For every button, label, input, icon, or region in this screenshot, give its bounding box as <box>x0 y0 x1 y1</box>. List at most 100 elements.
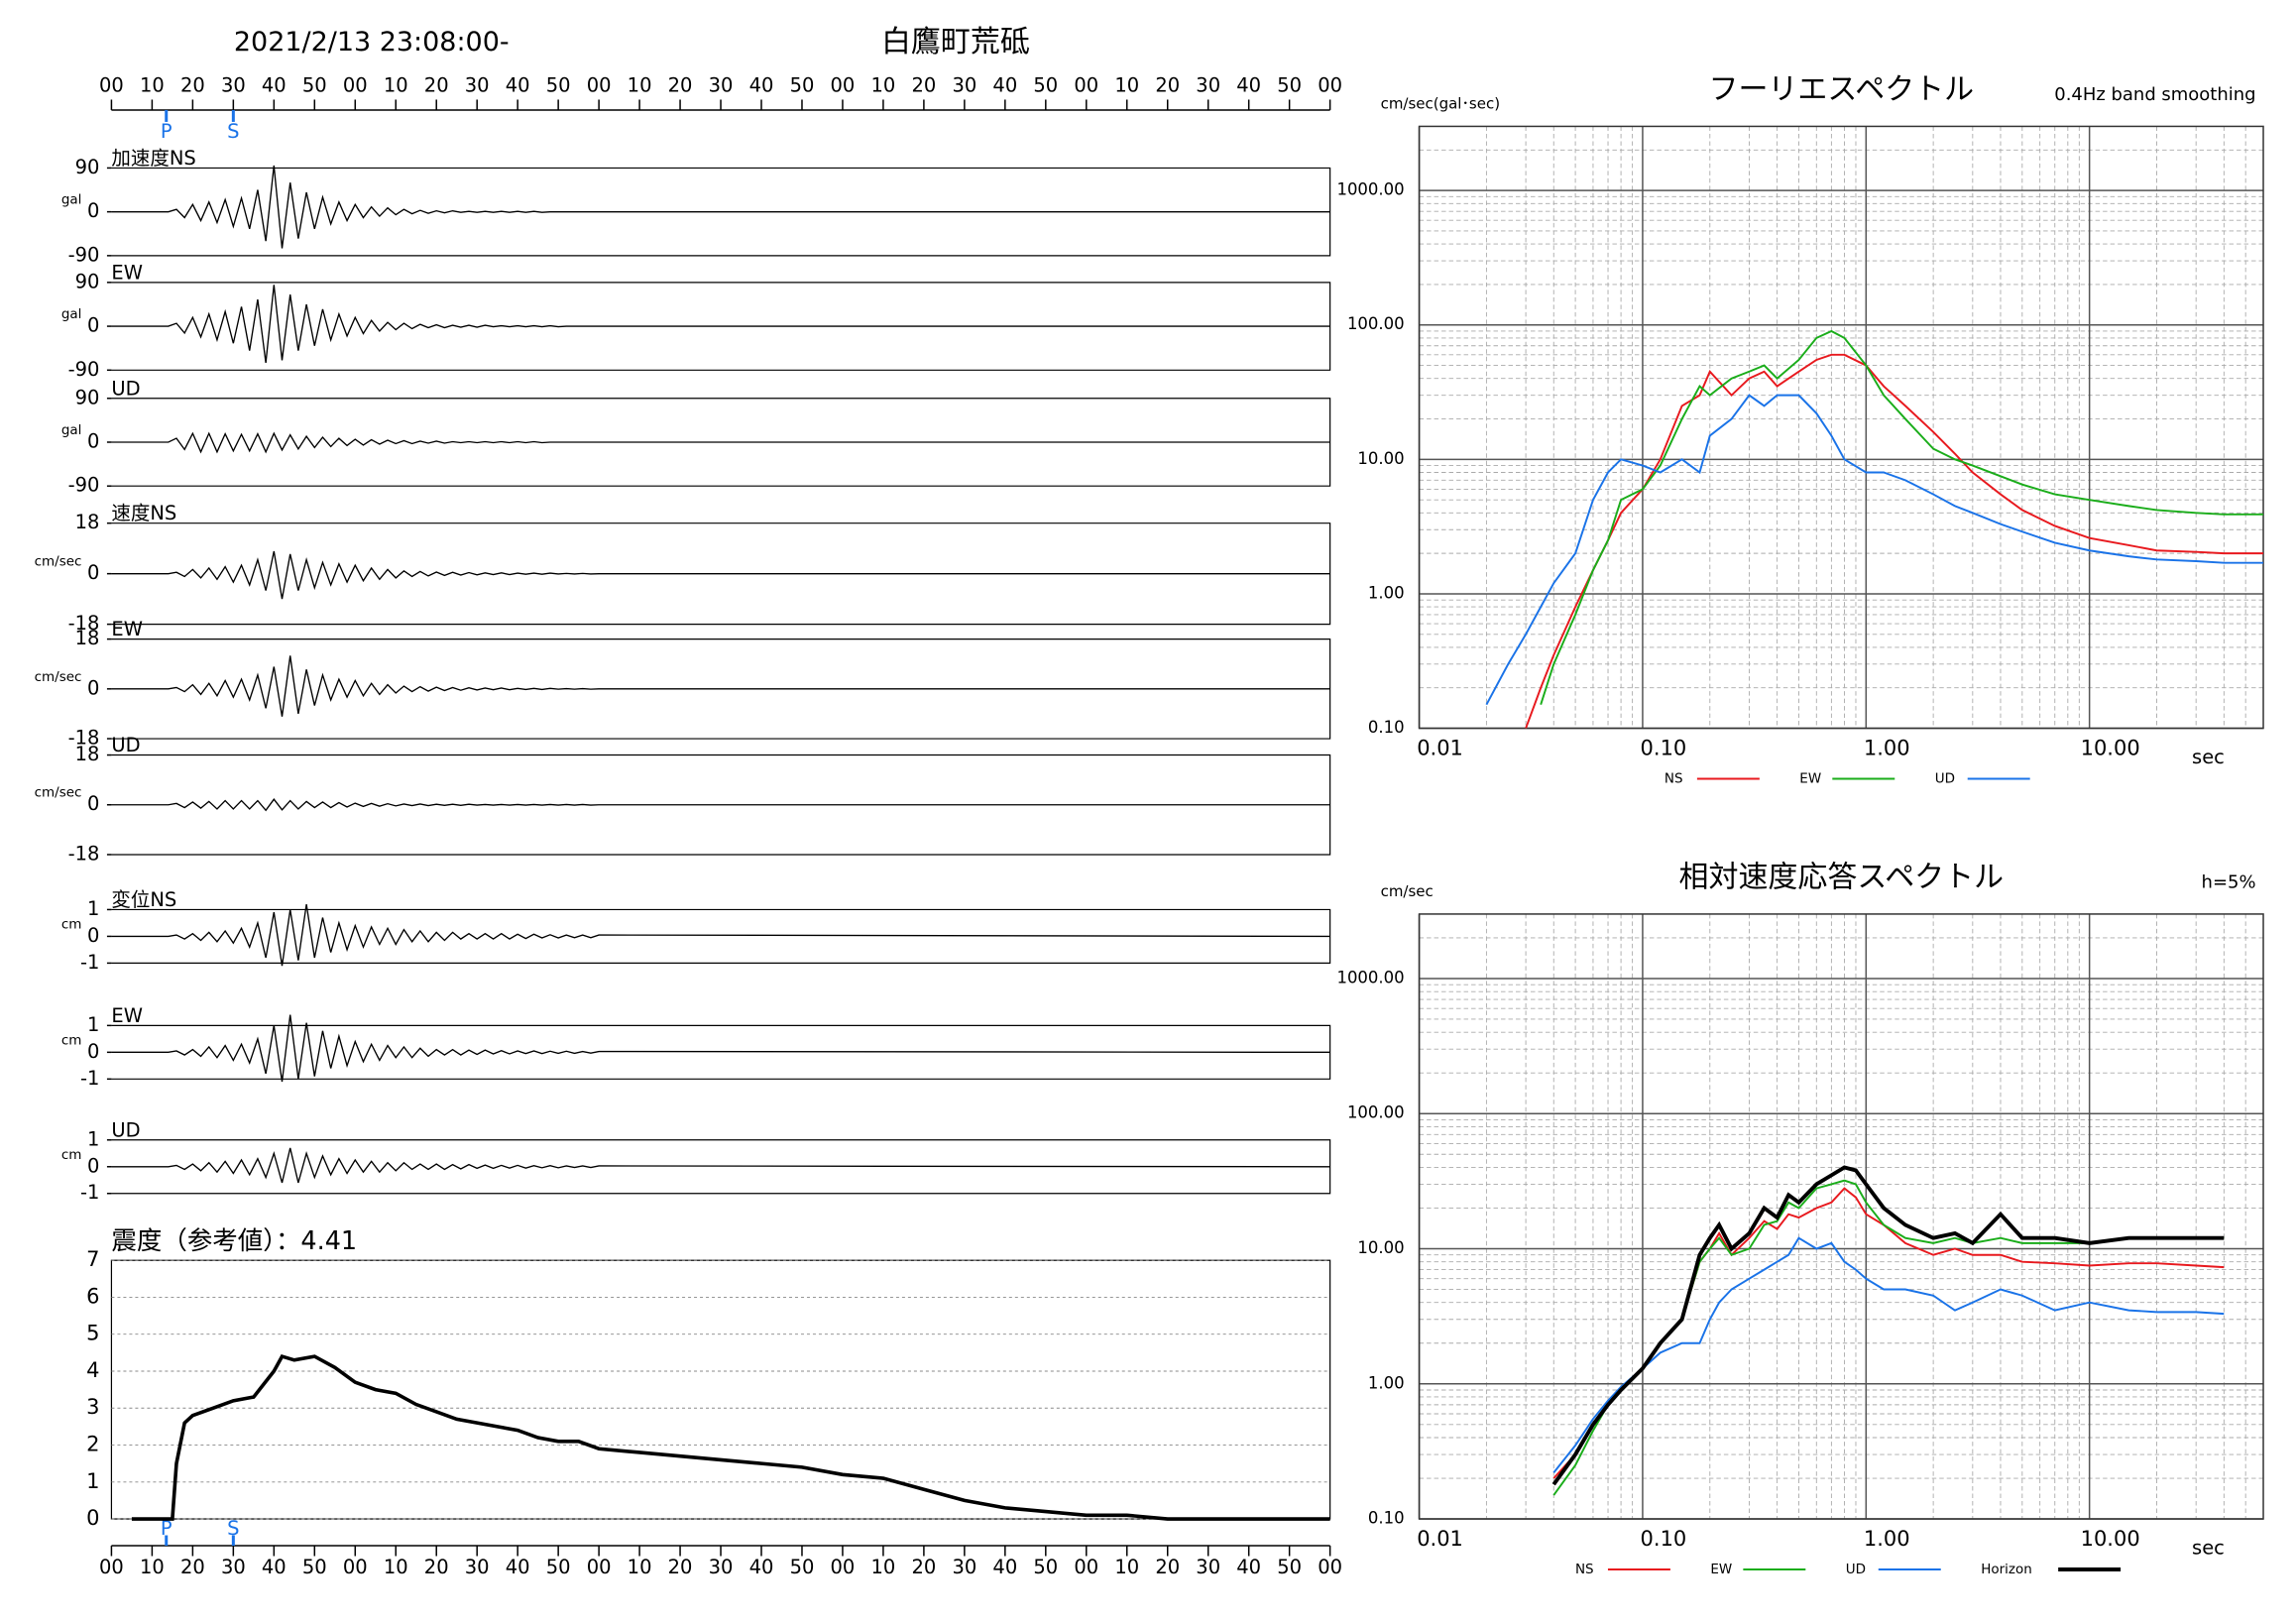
x-tick-label: 20 <box>668 1556 693 1578</box>
x-tick-label: 30 <box>1196 73 1220 96</box>
x-tick-label: 0.01 <box>1417 737 1463 760</box>
y-tick-label: 0 <box>87 314 99 337</box>
chart-title: フーリエスペクトル <box>1708 72 1974 107</box>
y-tick-label: 0 <box>87 792 99 815</box>
x-tick-label: 10 <box>628 73 652 96</box>
x-tick-label: 40 <box>749 73 774 96</box>
x-tick-label: 1.00 <box>1864 1527 1910 1551</box>
x-tick-label: 1.00 <box>1864 737 1910 760</box>
x-tick-label: 40 <box>262 1556 287 1578</box>
x-tick-label: 00 <box>1318 73 1342 96</box>
intensity-line <box>131 1353 1330 1521</box>
y-tick-label: 18 <box>75 627 100 649</box>
x-tick-label: 00 <box>99 1556 124 1578</box>
x-tick-label: 00 <box>1074 73 1098 96</box>
x-tick-label: 10 <box>1114 73 1139 96</box>
plot-frame <box>1418 125 2264 730</box>
y-tick-label: 0 <box>87 1040 99 1063</box>
phase-label: P <box>161 1517 172 1540</box>
x-tick-label: 30 <box>465 73 490 96</box>
y-tick-label: 1.00 <box>1368 583 1405 602</box>
x-tick-label: 20 <box>1155 73 1180 96</box>
panel-title: 速度NS <box>111 502 176 524</box>
x-tick-label: 40 <box>1236 1556 1261 1578</box>
phase-label: S <box>227 120 239 143</box>
plot-frame <box>110 1259 1331 1520</box>
x-tick-label: 10 <box>628 1556 652 1578</box>
x-tick-label: 00 <box>99 73 124 96</box>
x-tick-label: 30 <box>709 1556 734 1578</box>
x-tick-label: 50 <box>1277 73 1302 96</box>
legend-label: EW <box>1799 771 1821 787</box>
x-tick-label: 10 <box>384 73 408 96</box>
spectrum-line <box>1552 1179 2225 1496</box>
x-tick-label: 50 <box>302 1556 327 1578</box>
y-tick-label: -1 <box>80 1067 99 1090</box>
x-tick-label: 50 <box>546 1556 571 1578</box>
unit-label: cm <box>61 1032 82 1048</box>
x-tick-label: 50 <box>790 1556 815 1578</box>
y-tick-label: 1000.00 <box>1336 180 1404 199</box>
x-tick-label: 10 <box>140 73 165 96</box>
datetime: 2021/2/13 23:08:00- <box>234 27 510 58</box>
legend-label: EW <box>1710 1562 1732 1577</box>
y-axis-label: cm/sec(gal･sec) <box>1381 94 1500 112</box>
x-axis-label: sec <box>2192 746 2225 768</box>
x-tick-label: 30 <box>952 1556 976 1578</box>
spectrum-line <box>1525 353 2264 729</box>
x-tick-label: 10 <box>1114 1556 1139 1578</box>
phase-label: P <box>161 120 172 143</box>
panel-title: 変位NS <box>111 888 176 911</box>
y-tick-label: 6 <box>86 1284 99 1308</box>
x-tick-label: 10 <box>384 1556 408 1578</box>
x-tick-label: 00 <box>1074 1556 1098 1578</box>
x-tick-label: 20 <box>424 73 449 96</box>
y-tick-label: 90 <box>75 386 100 408</box>
y-tick-label: 3 <box>86 1395 99 1419</box>
x-axis-label: sec <box>2192 1537 2225 1560</box>
y-tick-label: -18 <box>68 727 100 750</box>
y-tick-label: 2 <box>86 1433 99 1456</box>
x-tick-label: 20 <box>180 73 205 96</box>
y-tick-label: -18 <box>68 842 100 865</box>
y-tick-label: 90 <box>75 156 100 178</box>
y-tick-label: 1 <box>86 1469 99 1493</box>
x-tick-label: 50 <box>790 73 815 96</box>
x-tick-label: 50 <box>302 73 327 96</box>
y-tick-label: 5 <box>86 1322 99 1345</box>
unit-label: gal <box>61 422 82 438</box>
waveform-trace <box>111 285 1330 363</box>
x-tick-label: 40 <box>992 1556 1017 1578</box>
x-tick-label: 20 <box>912 1556 937 1578</box>
x-tick-label: 20 <box>668 73 693 96</box>
spectrum-line <box>1552 1236 2225 1473</box>
unit-label: gal <box>61 306 82 322</box>
x-tick-label: 30 <box>465 1556 490 1578</box>
x-tick-label: 00 <box>587 73 612 96</box>
unit-label: cm <box>61 1147 82 1163</box>
y-tick-label: 7 <box>86 1247 99 1271</box>
phase-label: S <box>227 1517 239 1540</box>
y-tick-label: 0 <box>87 676 99 699</box>
x-tick-label: 50 <box>546 73 571 96</box>
waveform-trace <box>111 903 1330 967</box>
x-tick-label: 40 <box>992 73 1017 96</box>
x-tick-label: 40 <box>1236 73 1261 96</box>
y-tick-label: -1 <box>80 951 99 974</box>
y-tick-label: -90 <box>68 358 100 381</box>
y-tick-label: 0 <box>87 199 99 222</box>
legend-label: NS <box>1575 1562 1594 1577</box>
y-axis-label: cm/sec <box>1381 882 1434 900</box>
x-tick-label: 10.00 <box>2081 737 2140 760</box>
y-tick-label: 10.00 <box>1357 1238 1404 1257</box>
legend-label: Horizon <box>1981 1562 2032 1577</box>
x-tick-label: 0.10 <box>1641 1527 1687 1551</box>
waveform-trace <box>111 550 1330 600</box>
chart-subtitle: h=5% <box>2202 871 2256 892</box>
chart-title: 相対速度応答スペクトル <box>1679 860 2005 894</box>
x-tick-label: 00 <box>831 73 856 96</box>
waveform-trace <box>111 1014 1330 1083</box>
panel-title: 加速度NS <box>111 147 195 170</box>
panel-title: EW <box>111 618 143 640</box>
spectrum-line <box>1551 1165 2225 1486</box>
